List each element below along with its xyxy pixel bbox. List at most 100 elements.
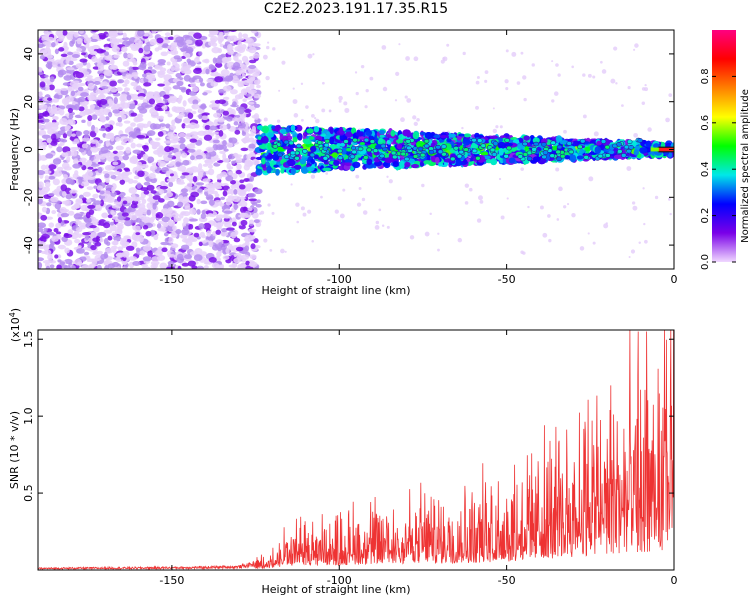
noise-blob: [74, 170, 79, 176]
noise-blob: [185, 108, 193, 113]
noise-blob: [104, 247, 114, 254]
noise-blob: [45, 216, 54, 220]
noise-blob: [110, 245, 118, 250]
noise-blob: [81, 119, 86, 123]
noise-blob: [222, 255, 230, 260]
noise-blob: [229, 89, 238, 95]
noise-blob: [68, 60, 74, 66]
noise-blob: [142, 153, 149, 161]
noise-blob: [38, 125, 44, 130]
noise-blob: [217, 178, 222, 183]
noise-blob: [119, 179, 126, 185]
noise-blob: [113, 235, 122, 242]
noise-blob: [86, 75, 93, 79]
noise-blob: [54, 48, 59, 55]
noise-blob: [199, 82, 205, 87]
noise-blob: [130, 66, 140, 70]
noise-blob: [181, 123, 186, 129]
noise-blob: [61, 139, 68, 143]
noise-blob: [166, 61, 171, 66]
noise-blob: [130, 81, 138, 87]
noise-blob: [46, 202, 52, 207]
noise-blob: [180, 244, 190, 251]
noise-blob: [90, 231, 97, 239]
noise-blob: [147, 62, 156, 67]
noise-blob: [170, 243, 179, 249]
noise-blob: [107, 235, 113, 241]
noise-blob: [77, 233, 82, 238]
noise-blob: [157, 83, 165, 87]
noise-blob: [45, 164, 50, 170]
noise-blob: [128, 66, 133, 73]
noise-blob: [124, 168, 131, 173]
spectrogram-plot-area: [38, 30, 674, 269]
noise-blob: [93, 185, 98, 189]
noise-blob: [123, 219, 133, 227]
noise-blob: [161, 39, 171, 44]
noise-blob: [146, 209, 152, 216]
noise-blob: [200, 200, 208, 205]
noise-blob: [248, 67, 255, 74]
noise-blob: [169, 173, 174, 177]
noise-blob: [239, 179, 245, 184]
noise-blob: [51, 210, 57, 215]
noise-blob: [106, 241, 111, 246]
noise-blob: [150, 208, 155, 215]
noise-blob: [103, 229, 113, 234]
noise-blob: [57, 143, 63, 148]
noise-blob: [91, 55, 98, 63]
noise-blob: [182, 100, 187, 107]
noise-blob: [78, 177, 83, 185]
noise-blob: [228, 171, 234, 176]
noise-blob: [67, 210, 75, 216]
noise-blob: [181, 152, 188, 158]
noise-blob: [177, 137, 186, 144]
noise-blob: [248, 133, 255, 137]
noise-blob: [117, 116, 123, 123]
noise-blob: [56, 166, 64, 171]
noise-blob: [130, 112, 138, 117]
noise-blob: [117, 150, 125, 156]
noise-blob: [167, 36, 175, 41]
noise-blob: [122, 60, 130, 67]
noise-blob: [64, 258, 73, 265]
noise-blob: [133, 175, 140, 180]
noise-blob: [167, 113, 173, 118]
noise-blob: [230, 184, 238, 189]
noise-blob: [256, 84, 261, 89]
noise-blob: [143, 181, 151, 186]
noise-blob: [244, 240, 250, 247]
noise-blob: [226, 123, 231, 130]
noise-blob: [233, 237, 241, 243]
noise-blob: [204, 190, 209, 196]
noise-blob: [94, 242, 102, 247]
noise-blob: [136, 143, 143, 148]
noise-blob: [231, 221, 237, 227]
noise-blob: [87, 119, 92, 127]
noise-blob: [49, 264, 55, 269]
noise-blob: [248, 56, 255, 60]
noise-blob: [58, 109, 65, 116]
noise-blob: [242, 33, 249, 39]
noise-blob: [62, 174, 68, 179]
noise-blob: [132, 149, 142, 154]
noise-blob: [53, 94, 60, 99]
noise-blob: [123, 52, 128, 59]
noise-blob: [104, 123, 111, 128]
noise-blob: [50, 196, 59, 203]
noise-blob: [207, 168, 215, 176]
noise-blob: [110, 174, 117, 180]
noise-blob: [86, 62, 91, 69]
noise-blob: [204, 58, 210, 64]
noise-blob: [215, 62, 223, 68]
noise-blob: [176, 181, 186, 185]
noise-blob: [196, 208, 201, 215]
noise-blob: [147, 66, 153, 70]
noise-blob: [221, 157, 230, 163]
noise-blob: [40, 230, 48, 235]
noise-blob: [232, 98, 238, 103]
noise-blob: [116, 51, 122, 55]
noise-blob: [255, 203, 262, 208]
